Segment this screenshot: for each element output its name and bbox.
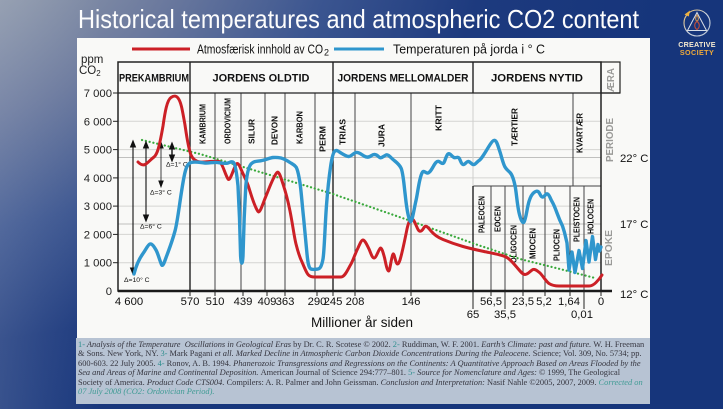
svg-text:17° C: 17° C	[620, 219, 648, 231]
svg-text:Δ=1° C: Δ=1° C	[166, 161, 188, 169]
svg-text:570: 570	[181, 296, 200, 308]
svg-text:KARBON: KARBON	[295, 111, 305, 144]
svg-text:35,5: 35,5	[494, 309, 516, 321]
svg-text:SILUR: SILUR	[247, 118, 257, 144]
svg-text:290: 290	[308, 296, 327, 308]
svg-text:5,2: 5,2	[536, 296, 552, 308]
svg-text:2: 2	[324, 48, 329, 58]
svg-text:3 000: 3 000	[84, 201, 112, 213]
svg-text:KAMBRIUM: KAMBRIUM	[198, 104, 208, 144]
svg-text:ÆRA: ÆRA	[605, 68, 617, 92]
svg-text:JORDENS MELLOMALDER: JORDENS MELLOMALDER	[338, 73, 469, 85]
svg-text:PREKAMBRIUM: PREKAMBRIUM	[119, 73, 189, 85]
svg-text:CREATIVE: CREATIVE	[678, 40, 715, 49]
svg-text:Atmosfærisk innhold av CO: Atmosfærisk innhold av CO	[197, 42, 323, 57]
svg-text:PLIOCEN: PLIOCEN	[552, 229, 562, 261]
svg-text:KRITT: KRITT	[434, 104, 444, 131]
svg-text:22° C: 22° C	[620, 153, 648, 165]
svg-text:JORDENS OLDTID: JORDENS OLDTID	[213, 73, 310, 85]
svg-text:6 000: 6 000	[84, 116, 112, 128]
svg-text:7 000: 7 000	[84, 88, 112, 100]
svg-text:OLIGOCEN: OLIGOCEN	[509, 225, 519, 263]
svg-text:Δ=3° C: Δ=3° C	[150, 189, 172, 197]
svg-text:4 000: 4 000	[84, 173, 112, 185]
svg-text:65: 65	[467, 309, 480, 321]
svg-text:MIOCEN: MIOCEN	[528, 228, 538, 259]
svg-text:439: 439	[234, 296, 253, 308]
svg-text:56,5: 56,5	[480, 296, 502, 308]
svg-text:PALEOCEN: PALEOCEN	[477, 196, 487, 233]
svg-text:ORDOVICIUM: ORDOVICIUM	[223, 98, 233, 144]
svg-text:409: 409	[258, 296, 277, 308]
svg-text:TRIAS: TRIAS	[338, 119, 348, 145]
svg-text:CO2: CO2	[79, 65, 101, 78]
svg-text:4 600: 4 600	[115, 296, 143, 308]
svg-text:1,64: 1,64	[558, 296, 580, 308]
svg-text:208: 208	[346, 296, 365, 308]
svg-text:0: 0	[598, 296, 604, 308]
svg-text:0: 0	[106, 286, 112, 298]
svg-text:ppm: ppm	[81, 54, 103, 66]
svg-text:1 000: 1 000	[84, 258, 112, 270]
svg-text:EPOKE: EPOKE	[603, 230, 615, 266]
svg-text:23,5: 23,5	[512, 296, 534, 308]
svg-text:SOCIETY: SOCIETY	[680, 48, 714, 57]
svg-text:510: 510	[206, 296, 225, 308]
svg-text:245: 245	[324, 296, 343, 308]
svg-text:0,01: 0,01	[571, 309, 593, 321]
svg-text:JORDENS NYTID: JORDENS NYTID	[491, 73, 583, 85]
svg-text:146: 146	[402, 296, 421, 308]
svg-text:KVARTÆR: KVARTÆR	[575, 112, 585, 153]
svg-text:12° C: 12° C	[620, 289, 648, 301]
svg-text:PERIODE: PERIODE	[604, 118, 616, 162]
svg-text:JURA: JURA	[377, 123, 387, 147]
svg-text:2 000: 2 000	[84, 229, 112, 241]
svg-text:5 000: 5 000	[84, 145, 112, 157]
svg-text:DEVON: DEVON	[270, 116, 280, 145]
svg-text:Δ=6° C: Δ=6° C	[140, 223, 162, 231]
svg-text:Temperaturen på jorda i ° C: Temperaturen på jorda i ° C	[393, 42, 545, 57]
svg-text:EOCEN: EOCEN	[493, 206, 503, 232]
svg-text:363: 363	[276, 296, 295, 308]
svg-text:HOLOCEN: HOLOCEN	[586, 199, 596, 234]
svg-text:PLEISTOCEN: PLEISTOCEN	[572, 197, 582, 242]
svg-text:Δ=10° C: Δ=10° C	[124, 276, 150, 284]
svg-text:PERM: PERM	[318, 126, 328, 152]
svg-text:TÆRTIER: TÆRTIER	[510, 107, 520, 146]
svg-text:Millioner år siden: Millioner år siden	[311, 315, 413, 330]
